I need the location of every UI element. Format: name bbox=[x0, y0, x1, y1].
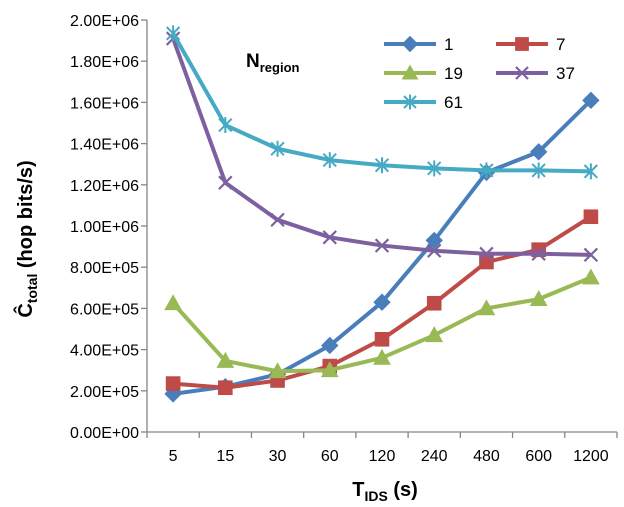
y-tick-label: 2.00E+06 bbox=[70, 13, 139, 30]
data-point bbox=[218, 175, 233, 190]
data-point bbox=[374, 238, 390, 253]
series-37 bbox=[165, 31, 599, 263]
data-point bbox=[374, 157, 390, 174]
legend-marker bbox=[401, 35, 419, 53]
legend-item: 7 bbox=[496, 35, 565, 54]
legend-label: 61 bbox=[444, 93, 463, 112]
data-point bbox=[166, 25, 181, 42]
legend-marker bbox=[403, 94, 417, 110]
legend-label: 19 bbox=[444, 64, 463, 83]
y-tick-label: 8.00E+05 bbox=[70, 260, 139, 277]
data-point bbox=[216, 351, 235, 368]
y-tick-label: 0.00E+00 bbox=[70, 425, 139, 442]
data-point bbox=[322, 152, 337, 169]
legend-item: 37 bbox=[496, 64, 575, 83]
data-point bbox=[268, 362, 287, 379]
data-point bbox=[425, 326, 444, 343]
y-tick-label: 6.00E+05 bbox=[70, 301, 139, 318]
y-axis-title: Ĉtotal (hop bits/s) bbox=[13, 160, 40, 317]
x-tick-label: 30 bbox=[269, 448, 287, 465]
data-point bbox=[582, 268, 600, 285]
data-point bbox=[479, 246, 494, 261]
series-line bbox=[171, 32, 591, 174]
data-point bbox=[218, 380, 233, 396]
x-axis: 5 15 30 60 120 240 480 600 1200 bbox=[146, 431, 618, 465]
data-point bbox=[583, 163, 598, 180]
legend: Nregion 1 7 19 37 61 bbox=[246, 35, 575, 112]
data-point bbox=[165, 376, 181, 391]
legend-title-subscript: region bbox=[260, 60, 300, 75]
data-point bbox=[270, 140, 285, 157]
data-point bbox=[529, 143, 548, 161]
series-7 bbox=[165, 209, 599, 396]
data-point bbox=[321, 336, 339, 355]
data-point bbox=[164, 294, 182, 311]
x-tick-label: 240 bbox=[421, 448, 448, 465]
y-tick-label: 1.60E+06 bbox=[70, 95, 139, 112]
x-tick-label: 15 bbox=[216, 448, 234, 465]
x-tick-label: 600 bbox=[525, 448, 552, 465]
data-point bbox=[583, 247, 599, 263]
series-61 bbox=[166, 25, 598, 180]
data-point bbox=[218, 117, 233, 134]
y-axis: 0.00E+00 2.00E+05 4.00E+05 6.00E+05 8.00E+05… bbox=[70, 13, 148, 442]
data-point bbox=[425, 231, 443, 250]
legend-marker bbox=[515, 66, 529, 80]
legend-label: 37 bbox=[556, 64, 575, 83]
x-tick-label: 1200 bbox=[573, 448, 609, 465]
y-tick-label: 1.20E+06 bbox=[70, 178, 139, 195]
data-point bbox=[531, 246, 546, 261]
data-point bbox=[374, 332, 390, 347]
data-point bbox=[479, 162, 494, 179]
legend-label: 7 bbox=[556, 35, 565, 54]
data-point bbox=[373, 348, 391, 365]
y-tick-label: 1.40E+06 bbox=[70, 137, 139, 154]
data-point bbox=[582, 91, 600, 110]
data-point bbox=[427, 160, 442, 177]
data-point bbox=[531, 162, 546, 179]
data-point bbox=[583, 209, 599, 225]
data-point bbox=[427, 243, 442, 258]
y-tick-label: 1.00E+06 bbox=[70, 219, 139, 236]
x-tick-label: 60 bbox=[321, 448, 339, 465]
series-lines bbox=[164, 25, 600, 403]
x-tick-label: 480 bbox=[473, 448, 500, 465]
legend-label: 1 bbox=[444, 35, 453, 54]
x-tick-label: 5 bbox=[169, 448, 178, 465]
legend-marker bbox=[515, 37, 529, 51]
legend-title: Nregion bbox=[246, 51, 300, 75]
legend-item: 61 bbox=[384, 93, 463, 112]
x-axis-title: TIDS (s) bbox=[352, 479, 418, 504]
data-point bbox=[322, 230, 337, 245]
data-point bbox=[529, 290, 548, 307]
data-point bbox=[426, 295, 442, 311]
data-point bbox=[320, 361, 339, 378]
y-tick-label: 4.00E+05 bbox=[70, 343, 139, 360]
x-tick-label: 120 bbox=[369, 448, 396, 465]
data-point bbox=[373, 293, 391, 311]
legend-item: 19 bbox=[384, 64, 463, 83]
y-tick-label: 1.80E+06 bbox=[70, 54, 139, 71]
y-tick-label: 2.00E+05 bbox=[70, 384, 139, 401]
data-point bbox=[270, 212, 285, 227]
series-19 bbox=[164, 268, 600, 379]
legend-item: 1 bbox=[384, 35, 453, 54]
data-point bbox=[477, 299, 496, 316]
series-line bbox=[171, 37, 591, 257]
legend-marker bbox=[401, 64, 419, 80]
